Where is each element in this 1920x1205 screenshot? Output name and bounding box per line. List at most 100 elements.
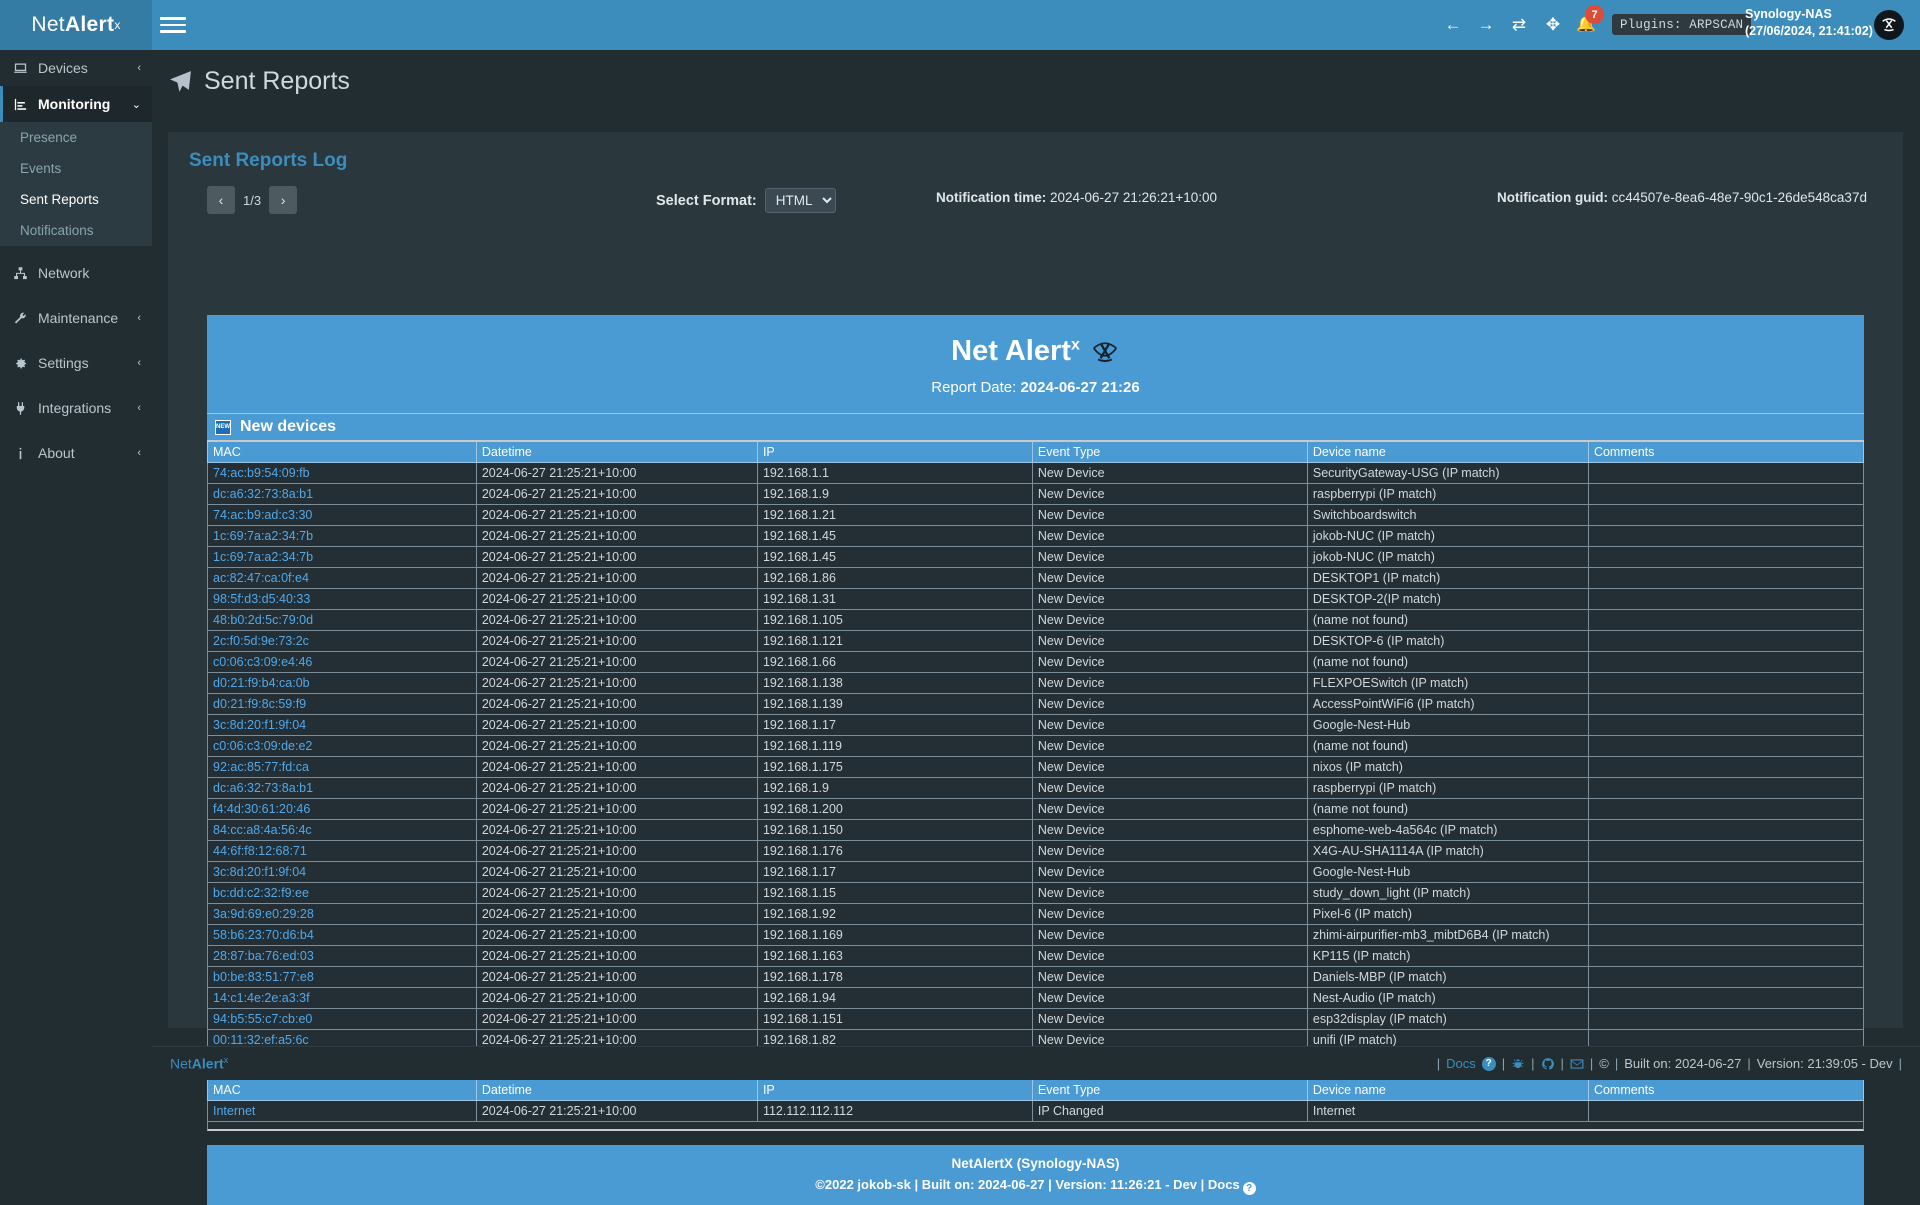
mac-link[interactable]: 44:6f:f8:12:68:71 [213, 844, 307, 858]
logo-text-net: Net [31, 13, 65, 36]
forward-arrow-icon[interactable]: → [1477, 15, 1495, 34]
section-header-new-devices: NEW New devices [207, 413, 1864, 440]
table-row: c0:06:c3:09:e4:46 2024-06-27 21:25:21+10:… [207, 651, 1865, 673]
table-row: 00:11:32:ef:a5:6c 2024-06-27 21:25:21+10:… [207, 1029, 1865, 1051]
paper-plane-icon [168, 69, 193, 94]
events-table: MAC Datetime IP Event Type Device name Commen… [207, 1078, 1865, 1122]
cell-comments [1587, 924, 1865, 946]
menu-toggle-button[interactable] [160, 13, 186, 37]
cell-ip: 192.168.1.178 [756, 966, 1033, 988]
new-badge-icon: NEW [215, 419, 231, 435]
notifications-bell-button[interactable]: 🔔 7 [1573, 5, 1604, 38]
cell-ip: 192.168.1.9 [756, 483, 1033, 505]
cell-event-type: New Device [1031, 588, 1308, 610]
github-icon[interactable] [1541, 1057, 1555, 1071]
sidebar-item-settings[interactable]: Settings ‹ [0, 345, 152, 381]
cell-device-name: DESKTOP-2(IP match) [1306, 588, 1589, 610]
bug-icon[interactable] [1511, 1057, 1525, 1071]
cell-mac: 14:c1:4e:2e:a3:3f [207, 987, 477, 1009]
refresh-icon[interactable]: ⇄ [1511, 15, 1527, 34]
report-footer: NetAlertX (Synology-NAS) ©2022 jokob-sk … [207, 1145, 1864, 1205]
cell-datetime: 2024-06-27 21:25:21+10:00 [475, 588, 758, 610]
sidebar-item-devices[interactable]: Devices ‹ [0, 50, 152, 86]
mac-link[interactable]: f4:4d:30:61:20:46 [213, 802, 311, 816]
mac-link[interactable]: dc:a6:32:73:8a:b1 [213, 487, 314, 501]
sidebar-label: Settings [38, 355, 89, 371]
mac-link[interactable]: 74:ac:b9:54:09:fb [213, 466, 310, 480]
mac-link[interactable]: 94:b5:55:c7:cb:e0 [213, 1012, 313, 1026]
mac-link[interactable]: 92:ac:85:77:fd:ca [213, 760, 309, 774]
mac-link[interactable]: dc:a6:32:73:8a:b1 [213, 781, 314, 795]
report-title-text: Net Alert [951, 335, 1071, 367]
mac-link[interactable]: 3c:8d:20:f1:9f:04 [213, 718, 307, 732]
sidebar-item-monitoring[interactable]: Monitoring ⌄ [0, 86, 152, 122]
mail-icon[interactable] [1570, 1057, 1584, 1071]
mac-link[interactable]: 14:c1:4e:2e:a3:3f [213, 991, 310, 1005]
sidebar-subitem-sent-reports[interactable]: Sent Reports [20, 192, 99, 207]
sidebar-label: About [38, 445, 75, 461]
cell-mac: 2c:f0:5d:9e:73:2c [207, 630, 477, 652]
format-select[interactable]: HTMLTEXTJSON [764, 188, 836, 213]
column-header: Event Type [1031, 1078, 1308, 1101]
mac-link[interactable]: 74:ac:b9:ad:c3:30 [213, 508, 313, 522]
mac-link[interactable]: 2c:f0:5d:9e:73:2c [213, 634, 309, 648]
mac-link[interactable]: 48:b0:2d:5c:79:0d [213, 613, 314, 627]
cell-device-name: nixos (IP match) [1306, 756, 1589, 778]
notification-guid-label: Notification guid: [1497, 190, 1608, 205]
plugins-status-pill[interactable]: Plugins: ARPSCAN [1612, 14, 1752, 35]
avatar[interactable] [1874, 10, 1904, 40]
mac-link[interactable]: 84:cc:a8:4a:56:4c [213, 823, 312, 837]
built-on-text: Built on: 2024-06-27 [1624, 1056, 1742, 1071]
table-row: 92:ac:85:77:fd:ca 2024-06-27 21:25:21+10:… [207, 756, 1865, 778]
sidebar-label: Monitoring [38, 96, 111, 112]
cell-datetime: 2024-06-27 21:25:21+10:00 [475, 714, 758, 736]
mac-link[interactable]: bc:dd:c2:32:f9:ee [213, 886, 309, 900]
prev-page-button[interactable]: ‹ [207, 186, 235, 214]
sidebar-item-network[interactable]: Network [0, 255, 152, 291]
next-page-button[interactable]: › [269, 186, 298, 214]
sidebar-item-about[interactable]: About ‹ [0, 435, 152, 471]
chevron-left-icon: ‹ [137, 62, 141, 74]
cell-mac: 00:11:32:ef:a5:6c [207, 1029, 477, 1051]
mac-link[interactable]: 1c:69:7a:a2:34:7b [213, 550, 314, 564]
mac-link[interactable]: 1c:69:7a:a2:34:7b [213, 529, 314, 543]
mac-link[interactable]: 28:87:ba:76:ed:03 [213, 949, 314, 963]
sidebar-subitem-presence[interactable]: Presence [20, 130, 78, 145]
mac-link[interactable]: Internet [213, 1104, 256, 1118]
mac-link[interactable]: 98:5f:d3:d5:40:33 [213, 592, 311, 606]
cell-datetime: 2024-06-27 21:25:21+10:00 [475, 630, 758, 652]
mac-link[interactable]: b0:be:83:51:77:e8 [213, 970, 314, 984]
cell-ip: 192.168.1.163 [756, 945, 1033, 967]
mac-link[interactable]: c0:06:c3:09:e4:46 [213, 655, 313, 669]
cell-datetime: 2024-06-27 21:25:21+10:00 [475, 798, 758, 820]
sidebar-subitem-events[interactable]: Events [20, 161, 62, 176]
back-arrow-icon[interactable]: ← [1444, 15, 1462, 34]
cell-ip: 192.168.1.1 [756, 462, 1033, 484]
mac-link[interactable]: 00:11:32:ef:a5:6c [213, 1033, 309, 1047]
mac-link[interactable]: d0:21:f9:8c:59:f9 [213, 697, 307, 711]
hamburger-bar [160, 17, 186, 20]
sidebar-subitem-notifications[interactable]: Notifications [20, 223, 94, 238]
cell-device-name: SecurityGateway-USG (IP match) [1306, 462, 1589, 484]
docs-link[interactable]: Docs [1446, 1056, 1476, 1071]
help-icon[interactable]: ? [1481, 1056, 1496, 1071]
sidebar-item-maintenance[interactable]: Maintenance ‹ [0, 300, 152, 336]
mac-link[interactable]: d0:21:f9:b4:ca:0b [213, 676, 310, 690]
app-logo[interactable]: Net Alert x [0, 0, 152, 50]
cell-ip: 192.168.1.138 [756, 672, 1033, 694]
mac-link[interactable]: 3c:8d:20:f1:9f:04 [213, 865, 307, 879]
mac-link[interactable]: ac:82:47:ca:0f:e4 [213, 571, 309, 585]
help-icon[interactable]: ? [1242, 1182, 1256, 1196]
table-row: d0:21:f9:b4:ca:0b 2024-06-27 21:25:21+10:… [207, 672, 1865, 694]
table-row: 84:cc:a8:4a:56:4c 2024-06-27 21:25:21+10:… [207, 819, 1865, 841]
cell-comments [1587, 798, 1865, 820]
cell-device-name: FLEXPOESwitch (IP match) [1306, 672, 1589, 694]
sidebar-item-integrations[interactable]: Integrations ‹ [0, 390, 152, 426]
mac-link[interactable]: 58:b6:23:70:d6:b4 [213, 928, 314, 942]
table-row: 98:5f:d3:d5:40:33 2024-06-27 21:25:21+10:… [207, 588, 1865, 610]
mac-link[interactable]: 3a:9d:69:e0:29:28 [213, 907, 314, 921]
column-header: IP [756, 1078, 1033, 1101]
mac-link[interactable]: c0:06:c3:09:de:e2 [213, 739, 313, 753]
cell-event-type: New Device [1031, 1029, 1308, 1051]
move-crosshair-icon[interactable]: ✥ [1545, 15, 1561, 34]
